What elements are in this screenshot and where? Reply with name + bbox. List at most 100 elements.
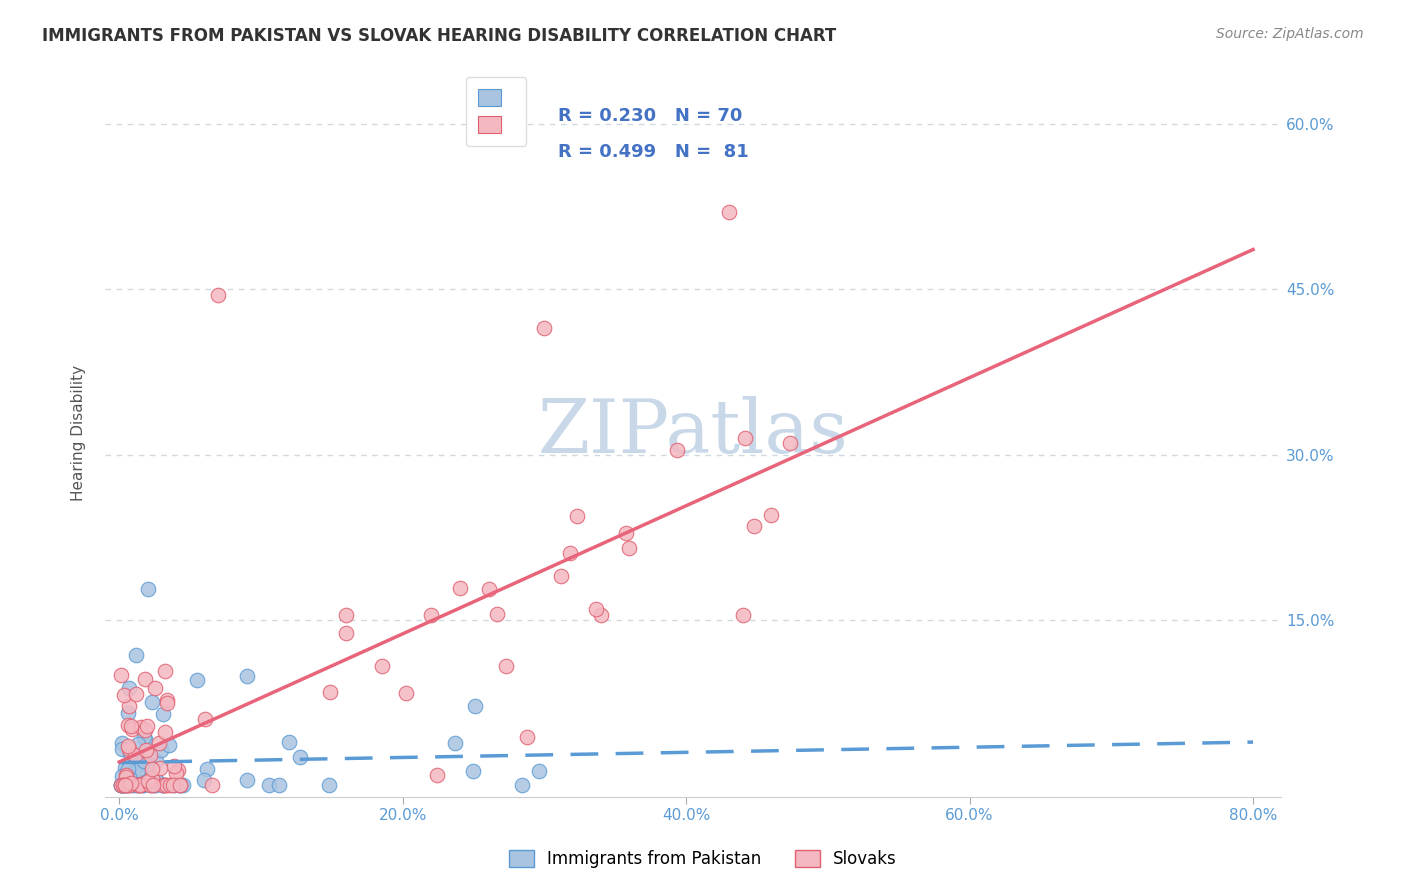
Point <box>127 737 149 751</box>
Point <box>110 668 132 682</box>
Point <box>731 607 754 622</box>
Point <box>127 778 149 792</box>
Point <box>110 778 132 792</box>
Point <box>318 778 340 792</box>
Point <box>585 601 607 615</box>
Point <box>149 761 172 775</box>
Point <box>165 765 187 780</box>
Point <box>153 724 176 739</box>
Point <box>420 607 443 622</box>
Point <box>134 672 156 686</box>
Point <box>335 625 357 640</box>
Point <box>121 723 143 737</box>
Point <box>148 736 170 750</box>
Point <box>169 778 191 792</box>
Point <box>619 541 641 555</box>
Point <box>152 778 174 792</box>
Point <box>550 568 572 582</box>
Point <box>114 778 136 792</box>
Legend: , : , <box>467 77 526 145</box>
Point <box>114 778 136 792</box>
Point <box>135 774 157 789</box>
Point <box>665 442 688 457</box>
Point <box>186 673 208 687</box>
Point <box>139 778 162 792</box>
Point <box>485 607 508 621</box>
Point <box>114 778 136 792</box>
Point <box>152 778 174 792</box>
Point <box>516 730 538 744</box>
Point <box>207 287 229 301</box>
Point <box>122 764 145 779</box>
Point <box>118 770 141 784</box>
Point <box>742 518 765 533</box>
Point <box>118 698 141 713</box>
Point <box>495 658 517 673</box>
Point <box>335 607 357 622</box>
Point <box>143 778 166 792</box>
Point <box>759 508 782 523</box>
Point <box>155 778 177 792</box>
Point <box>132 778 155 792</box>
Point <box>132 730 155 744</box>
Point <box>395 686 418 700</box>
Point <box>162 778 184 792</box>
Point <box>120 746 142 760</box>
Point <box>115 770 138 784</box>
Point <box>463 764 485 778</box>
Point <box>120 719 142 733</box>
Point <box>117 778 139 792</box>
Point <box>267 778 290 792</box>
Point <box>117 762 139 776</box>
Point <box>717 205 740 219</box>
Point <box>156 696 179 710</box>
Point <box>779 436 801 450</box>
Point <box>163 759 186 773</box>
Point <box>136 756 159 771</box>
Point <box>558 546 581 560</box>
Point <box>127 748 149 763</box>
Point <box>112 778 135 792</box>
Point <box>236 669 259 683</box>
Point <box>117 778 139 792</box>
Point <box>111 769 134 783</box>
Point <box>117 718 139 732</box>
Point <box>136 582 159 597</box>
Point <box>257 778 280 792</box>
Point <box>159 778 181 792</box>
Point <box>201 778 224 792</box>
Point <box>288 749 311 764</box>
Point <box>114 762 136 776</box>
Point <box>141 772 163 786</box>
Point <box>136 774 159 789</box>
Point <box>112 778 135 792</box>
Point <box>163 778 186 792</box>
Point <box>426 768 449 782</box>
Legend: Immigrants from Pakistan, Slovaks: Immigrants from Pakistan, Slovaks <box>502 843 904 875</box>
Point <box>167 778 190 792</box>
Text: R = 0.230   N = 70: R = 0.230 N = 70 <box>558 107 742 125</box>
Point <box>146 774 169 789</box>
Point <box>734 431 756 445</box>
Point <box>533 320 555 334</box>
Point <box>443 736 465 750</box>
Point <box>110 778 132 792</box>
Point <box>235 773 257 788</box>
Point <box>167 764 190 778</box>
Point <box>111 778 134 792</box>
Point <box>142 778 165 792</box>
Point <box>127 764 149 778</box>
Point <box>139 747 162 762</box>
Point <box>319 685 342 699</box>
Point <box>153 778 176 792</box>
Point <box>115 767 138 781</box>
Point <box>591 607 613 622</box>
Point <box>614 526 637 541</box>
Point <box>143 681 166 696</box>
Point <box>197 762 219 776</box>
Point <box>129 777 152 791</box>
Point <box>143 778 166 792</box>
Point <box>157 738 180 752</box>
Point <box>172 778 194 792</box>
Point <box>169 778 191 792</box>
